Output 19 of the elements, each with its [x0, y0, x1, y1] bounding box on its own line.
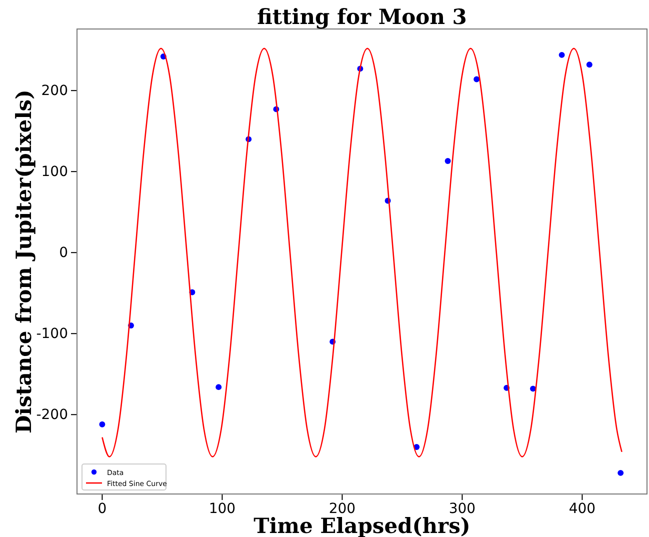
y-tick-label: 0 — [59, 245, 68, 262]
point — [216, 384, 222, 390]
point — [99, 421, 106, 428]
chart-title: fitting for Moon 3 — [257, 4, 467, 29]
point — [586, 62, 592, 68]
point — [530, 386, 536, 392]
y-tick-label: -100 — [36, 326, 68, 342]
x-tick-label: 0 — [98, 500, 107, 517]
x-tick-label: 400 — [568, 500, 596, 517]
point — [618, 470, 624, 476]
y-tick-label: -200 — [36, 407, 68, 424]
y-tick-label: 200 — [41, 83, 68, 100]
line-series — [102, 48, 622, 458]
y-tick-label: 100 — [41, 164, 68, 180]
point — [444, 158, 451, 164]
x-tick-label: 100 — [208, 500, 236, 517]
y-axis-title: Distance from Jupiter(pixels) — [11, 90, 36, 434]
point — [558, 52, 565, 58]
point — [474, 76, 480, 82]
